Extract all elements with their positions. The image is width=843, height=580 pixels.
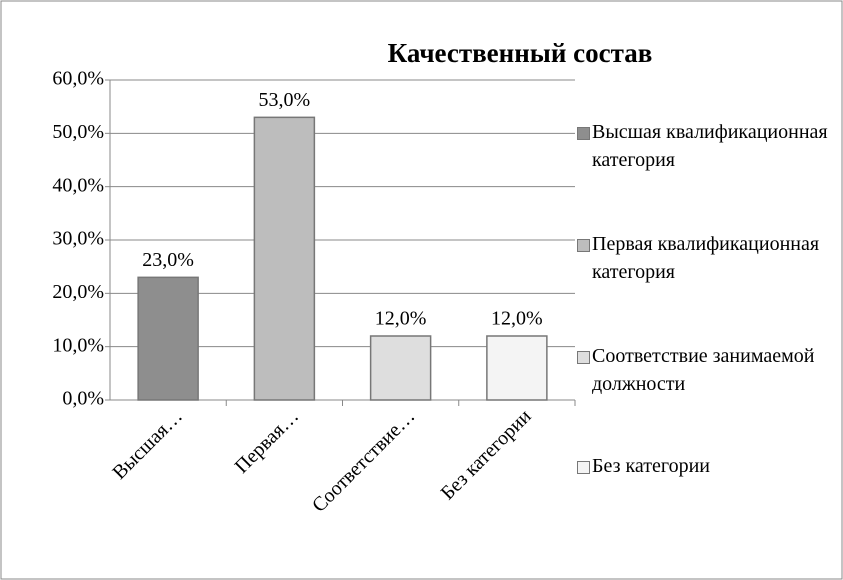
data-label: 53,0%: [259, 89, 311, 111]
legend-swatch: [577, 127, 590, 140]
legend-entry: Без категории: [592, 455, 711, 477]
y-tick-label: 10,0%: [52, 334, 104, 356]
bar: [137, 276, 199, 401]
data-label: 23,0%: [142, 249, 194, 271]
y-tick-label: 40,0%: [52, 174, 104, 196]
bar: [486, 335, 548, 401]
chart-title: Качественный состав: [388, 38, 653, 68]
legend-swatch: [577, 351, 590, 364]
data-label: 12,0%: [491, 308, 543, 330]
legend-swatch: [577, 461, 590, 474]
bar: [369, 335, 432, 401]
bar: [253, 116, 316, 401]
y-tick-label: 60,0%: [52, 68, 104, 90]
y-tick-label: 0,0%: [62, 388, 104, 410]
legend-entry: Соответствие занимаемой должности: [592, 345, 815, 395]
y-tick-label: 20,0%: [52, 281, 104, 303]
legend-entry: Высшая квалификационная категория: [592, 121, 828, 171]
y-tick-label: 50,0%: [52, 121, 104, 143]
legend-entry: Первая квалификационная категория: [592, 233, 820, 283]
y-tick-label: 30,0%: [52, 228, 104, 250]
legend-swatch: [577, 239, 590, 252]
data-label: 12,0%: [375, 308, 427, 330]
